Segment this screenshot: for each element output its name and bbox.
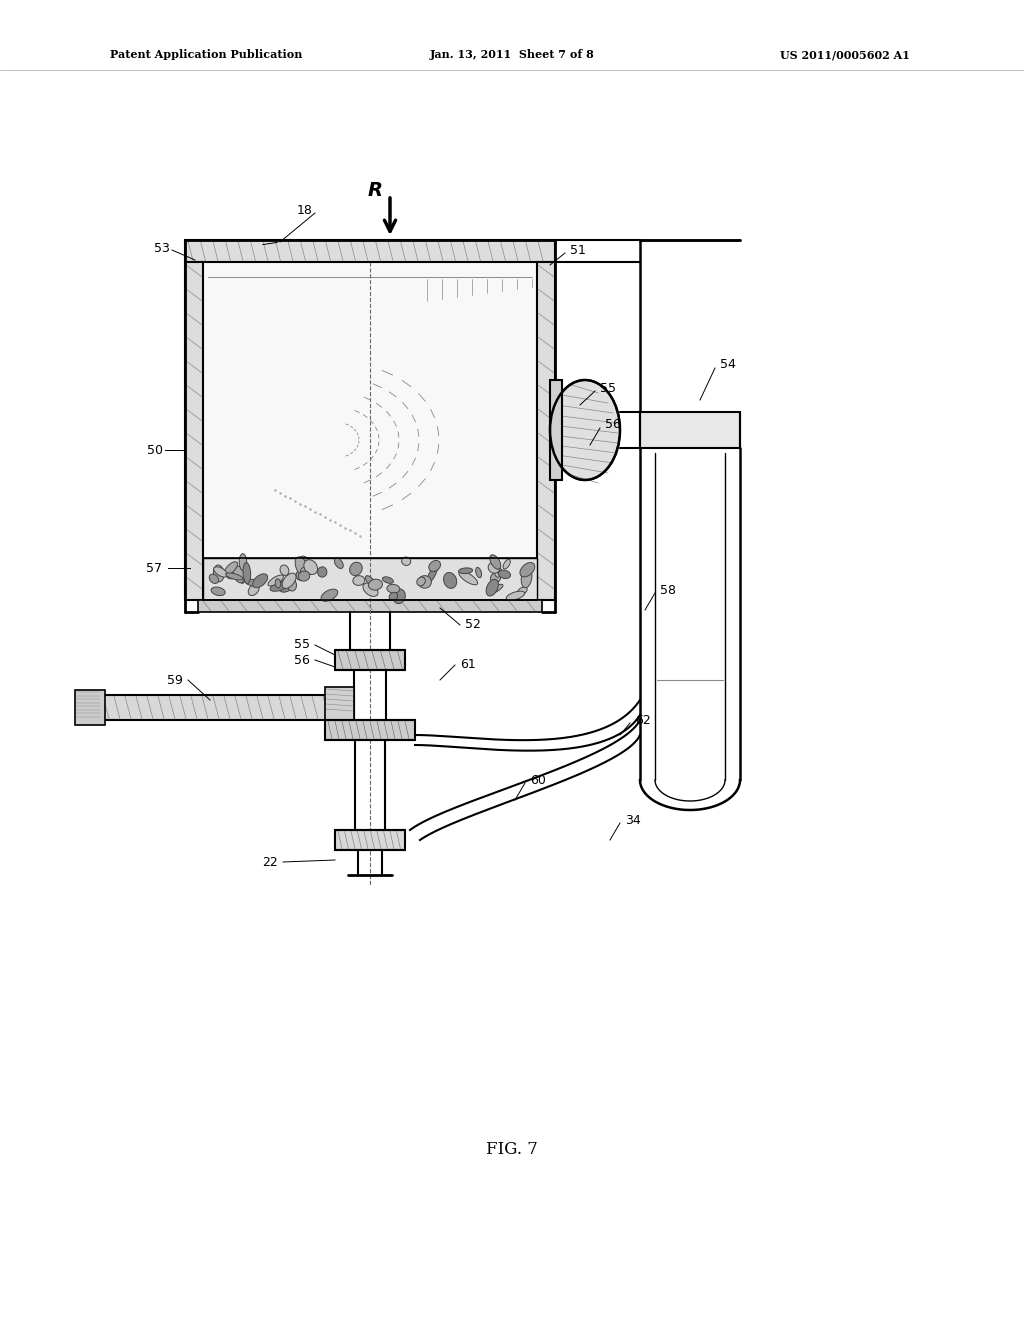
Bar xyxy=(185,240,555,261)
Bar xyxy=(325,719,415,741)
Ellipse shape xyxy=(248,585,259,595)
Bar xyxy=(100,696,354,719)
Bar xyxy=(198,601,542,612)
Ellipse shape xyxy=(298,572,310,581)
Ellipse shape xyxy=(487,585,503,594)
Text: 56: 56 xyxy=(294,653,310,667)
Ellipse shape xyxy=(287,578,297,591)
Ellipse shape xyxy=(490,573,501,583)
Ellipse shape xyxy=(226,569,238,579)
Bar xyxy=(335,649,406,671)
Ellipse shape xyxy=(211,587,225,595)
Text: FIG. 7: FIG. 7 xyxy=(486,1142,538,1159)
Text: 59: 59 xyxy=(167,673,183,686)
Ellipse shape xyxy=(214,566,227,577)
Ellipse shape xyxy=(237,572,245,583)
Ellipse shape xyxy=(282,573,296,589)
Ellipse shape xyxy=(488,562,500,573)
Bar xyxy=(203,558,537,601)
Ellipse shape xyxy=(280,565,289,576)
Ellipse shape xyxy=(268,576,284,586)
Ellipse shape xyxy=(225,573,243,579)
Ellipse shape xyxy=(495,568,502,577)
Ellipse shape xyxy=(520,562,535,577)
Ellipse shape xyxy=(301,568,310,576)
Ellipse shape xyxy=(213,565,224,582)
Text: 22: 22 xyxy=(262,855,278,869)
Ellipse shape xyxy=(417,577,425,586)
Ellipse shape xyxy=(275,579,281,587)
Bar xyxy=(325,686,354,729)
Ellipse shape xyxy=(270,582,289,591)
Ellipse shape xyxy=(369,579,382,590)
Ellipse shape xyxy=(486,579,499,597)
Ellipse shape xyxy=(382,577,393,583)
Ellipse shape xyxy=(506,591,524,601)
Ellipse shape xyxy=(401,557,411,565)
Ellipse shape xyxy=(279,579,294,593)
Ellipse shape xyxy=(253,574,267,587)
Ellipse shape xyxy=(366,576,376,587)
Ellipse shape xyxy=(295,557,308,577)
Text: 55: 55 xyxy=(294,639,310,652)
Ellipse shape xyxy=(353,576,365,585)
Ellipse shape xyxy=(443,573,457,589)
Bar xyxy=(335,830,406,850)
Text: 51: 51 xyxy=(570,243,586,256)
Ellipse shape xyxy=(321,589,338,602)
Ellipse shape xyxy=(418,576,431,589)
Ellipse shape xyxy=(243,562,251,583)
Text: 50: 50 xyxy=(147,444,163,457)
Ellipse shape xyxy=(304,560,317,574)
Ellipse shape xyxy=(503,560,510,569)
Bar xyxy=(185,261,203,601)
Text: 53: 53 xyxy=(154,242,170,255)
Ellipse shape xyxy=(317,566,327,577)
Text: US 2011/0005602 A1: US 2011/0005602 A1 xyxy=(780,49,910,61)
Ellipse shape xyxy=(233,566,245,583)
Ellipse shape xyxy=(426,565,437,585)
Ellipse shape xyxy=(335,558,343,569)
Text: 54: 54 xyxy=(720,359,736,371)
Ellipse shape xyxy=(240,553,247,570)
Text: 56: 56 xyxy=(605,418,621,432)
Text: 34: 34 xyxy=(625,813,641,826)
Ellipse shape xyxy=(489,554,501,569)
Ellipse shape xyxy=(298,556,308,566)
Bar xyxy=(203,261,537,560)
Ellipse shape xyxy=(296,568,309,581)
Text: 62: 62 xyxy=(635,714,650,726)
Ellipse shape xyxy=(429,561,440,572)
Text: Jan. 13, 2011  Sheet 7 of 8: Jan. 13, 2011 Sheet 7 of 8 xyxy=(430,49,594,61)
Ellipse shape xyxy=(459,572,477,585)
Ellipse shape xyxy=(209,574,218,583)
Ellipse shape xyxy=(459,568,473,574)
Ellipse shape xyxy=(224,562,238,576)
Bar xyxy=(537,261,555,601)
Bar xyxy=(550,380,562,480)
Text: 18: 18 xyxy=(297,203,313,216)
Ellipse shape xyxy=(393,589,406,603)
Text: 58: 58 xyxy=(660,583,676,597)
Text: Patent Application Publication: Patent Application Publication xyxy=(110,49,302,61)
Ellipse shape xyxy=(550,380,620,480)
Ellipse shape xyxy=(349,562,362,576)
Ellipse shape xyxy=(521,568,531,587)
Ellipse shape xyxy=(387,585,399,593)
Text: R: R xyxy=(368,181,383,199)
Text: 60: 60 xyxy=(530,774,546,787)
Ellipse shape xyxy=(389,593,397,601)
Text: 55: 55 xyxy=(600,381,616,395)
Text: 57: 57 xyxy=(146,561,162,574)
Ellipse shape xyxy=(476,568,481,578)
Ellipse shape xyxy=(362,583,378,597)
Text: 61: 61 xyxy=(460,659,476,672)
Text: 52: 52 xyxy=(465,619,481,631)
Bar xyxy=(640,412,740,447)
Ellipse shape xyxy=(499,570,511,578)
Ellipse shape xyxy=(246,579,261,586)
Bar xyxy=(75,690,105,725)
Ellipse shape xyxy=(517,587,527,595)
